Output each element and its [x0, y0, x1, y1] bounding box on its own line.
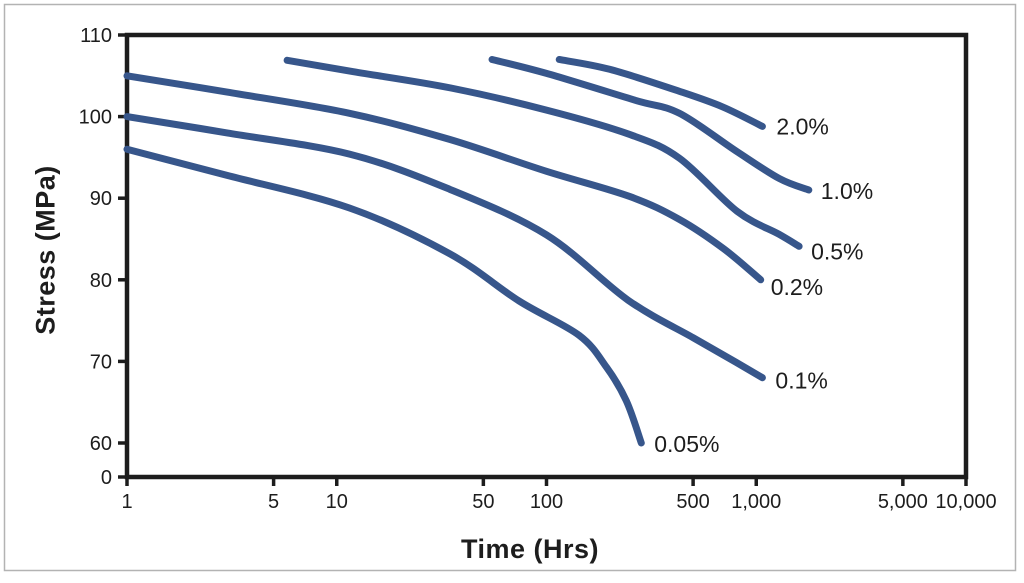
y-tick-label: 90 — [90, 188, 112, 210]
curve-label-strain-0.05pct: 0.05% — [654, 431, 719, 457]
y-axis-title: Stress (MPa) — [30, 165, 61, 335]
x-tick-label: 50 — [472, 491, 494, 513]
x-tick-label: 1,000 — [731, 491, 781, 513]
x-tick-label: 10,000 — [935, 491, 996, 513]
curve-strain-2.0pct — [555, 55, 766, 130]
x-tick-label: 1 — [121, 491, 132, 513]
x-tick-label: 5 — [268, 491, 279, 513]
x-tick-label: 10 — [326, 491, 348, 513]
y-tick-label: 100 — [79, 107, 112, 129]
x-tick-label: 100 — [530, 491, 563, 513]
y-tick-label: 80 — [90, 270, 112, 292]
figure-border — [3, 3, 1017, 572]
y-tick-label: 110 — [80, 25, 112, 47]
y-tick-label: 60 — [90, 433, 112, 455]
x-axis-title: Time (Hrs) — [460, 534, 600, 564]
curve-label-strain-1.0pct: 1.0% — [821, 178, 873, 204]
curve-strain-0.1pct — [123, 113, 766, 382]
curve-strain-1.0pct — [488, 55, 813, 194]
curve-label-strain-0.5pct: 0.5% — [811, 238, 863, 264]
curve-strain-0.5pct — [283, 56, 803, 250]
y-tick-label: 0 — [101, 467, 112, 489]
curve-strain-0.2pct — [123, 72, 765, 284]
curve-label-strain-0.1pct: 0.1% — [775, 368, 827, 394]
y-tick-label: 70 — [90, 351, 112, 373]
x-tick-label: 500 — [676, 491, 709, 513]
curve-label-strain-0.2pct: 0.2% — [771, 274, 823, 300]
x-tick-label: 5,000 — [878, 491, 928, 513]
curve-label-strain-2.0pct: 2.0% — [776, 113, 828, 139]
curve-strain-0.05pct — [123, 145, 645, 447]
